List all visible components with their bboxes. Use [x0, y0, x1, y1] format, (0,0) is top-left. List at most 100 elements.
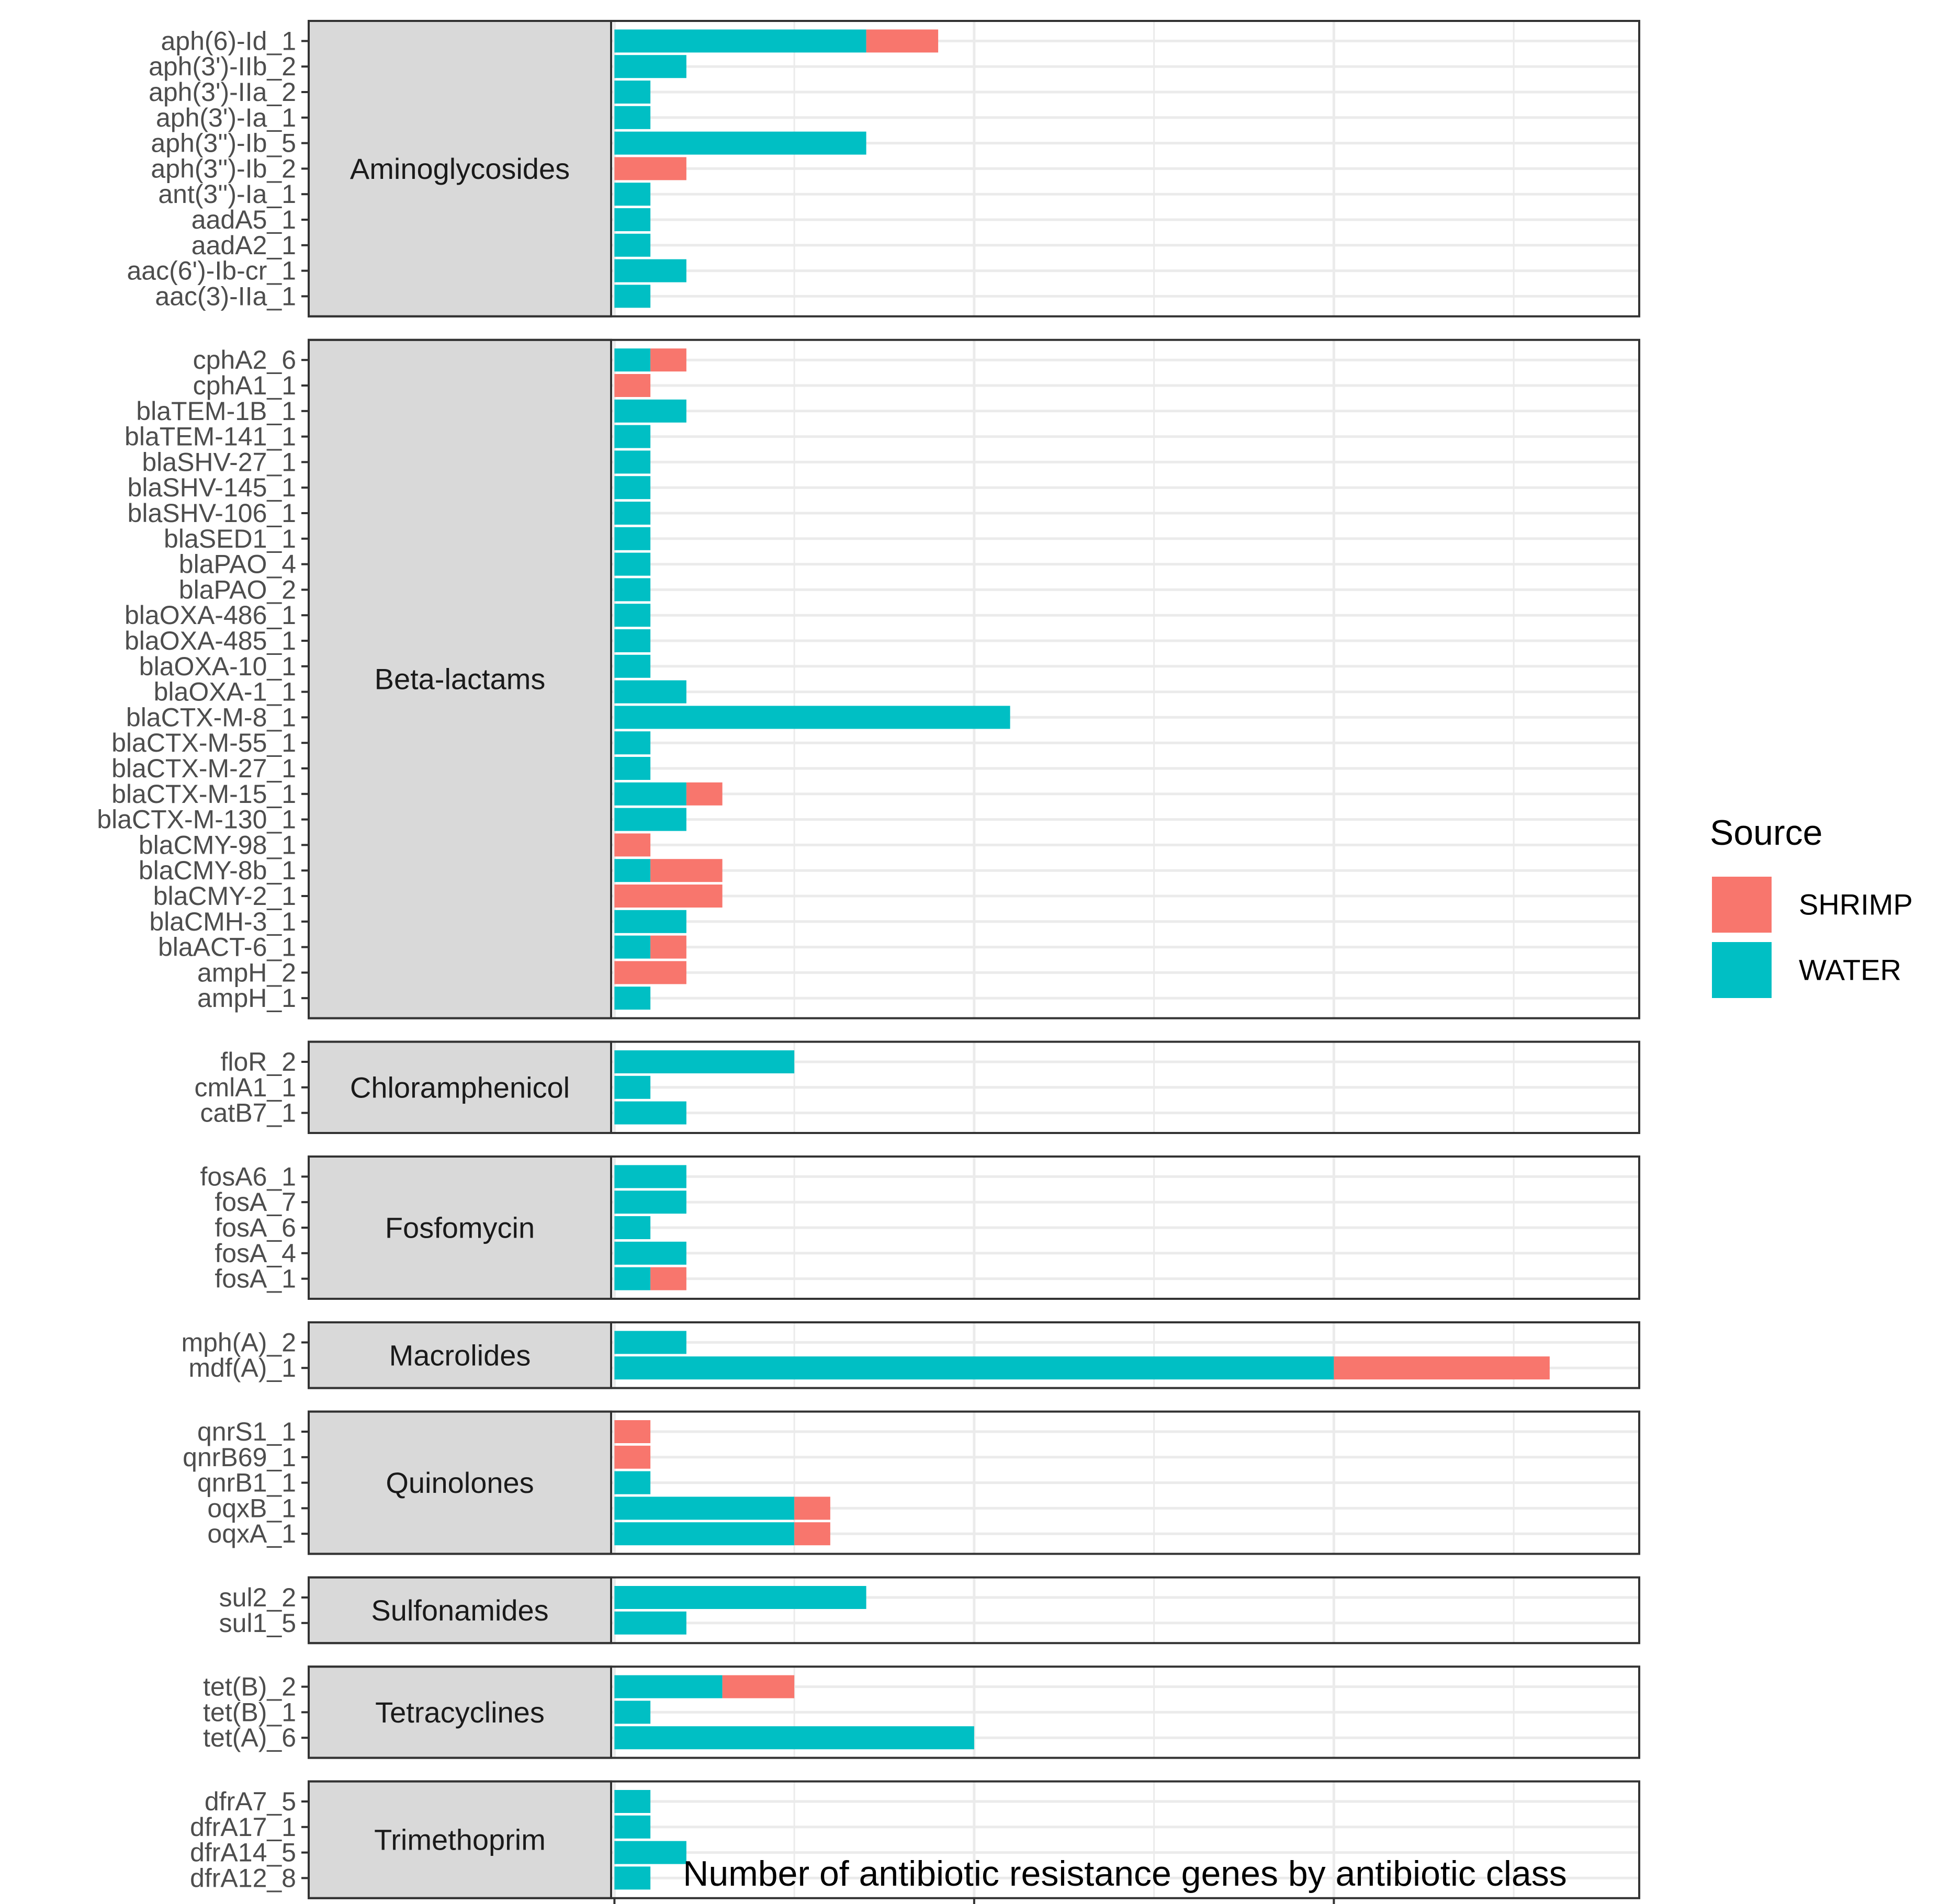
legend-key	[1712, 942, 1772, 998]
gene-label: blaCTX-M-15_1	[111, 779, 296, 809]
bar-water-fosA_4	[614, 1241, 686, 1265]
panel-border	[308, 1155, 1640, 1300]
panels-layer: aph(6)-Id_1aph(3')-IIb_2aph(3')-IIa_2aph…	[97, 20, 1640, 1899]
bar-water-aph(3')-IIa_2	[614, 81, 651, 104]
bar-shrimp-aph(6)-Id_1	[866, 29, 939, 53]
gene-label: blaOXA-10_1	[139, 652, 296, 681]
gene-label: oqxA_1	[207, 1519, 296, 1548]
panel-aminoglycosides: aph(6)-Id_1aph(3')-IIb_2aph(3')-IIa_2aph…	[127, 20, 1640, 318]
bar-water-blaCTX-M-130_1	[614, 808, 686, 831]
bar-water-blaOXA-486_1	[614, 604, 651, 627]
bar-shrimp-blaCMY-8b_1	[650, 859, 723, 882]
gene-label: ampH_2	[197, 958, 296, 987]
gene-label: blaPAO_4	[179, 550, 296, 579]
legend-items: SHRIMP WATER	[1710, 875, 1913, 1000]
bar-water-blaCMY-8b_1	[614, 859, 651, 882]
bar-water-blaOXA-1_1	[614, 680, 686, 704]
gene-label: mdf(A)_1	[188, 1353, 296, 1382]
legend-item-shrimp: SHRIMP	[1710, 875, 1913, 935]
gene-label: qnrB1_1	[197, 1468, 296, 1498]
gene-label: aadA2_1	[191, 231, 296, 260]
bar-water-aac(3)-IIa_1	[614, 285, 651, 308]
bar-water-blaSHV-145_1	[614, 476, 651, 500]
bar-water-blaSED1_1	[614, 527, 651, 550]
bar-shrimp-qnrS1_1	[614, 1420, 651, 1443]
gene-label: sul1_5	[219, 1608, 296, 1638]
x-axis: 01020	[613, 1898, 1335, 1904]
bar-shrimp-oqxA_1	[794, 1522, 830, 1546]
x-axis-title: Number of antibiotic resistance genes by…	[683, 1854, 1567, 1894]
bar-water-oqxB_1	[614, 1497, 795, 1520]
bar-water-mdf(A)_1	[614, 1356, 1334, 1380]
bar-shrimp-oqxB_1	[794, 1497, 830, 1520]
legend-key	[1712, 877, 1772, 933]
gene-label: blaOXA-1_1	[154, 677, 296, 707]
bar-water-floR_2	[614, 1050, 795, 1073]
bar-shrimp-cphA1_1	[614, 374, 651, 397]
bar-water-sul1_5	[614, 1611, 686, 1635]
bar-water-fosA_6	[614, 1216, 651, 1239]
gene-label: blaOXA-485_1	[125, 626, 296, 655]
gene-label: fosA_6	[215, 1213, 296, 1242]
bar-water-blaCTX-M-27_1	[614, 757, 651, 780]
bar-water-aph(6)-Id_1	[614, 29, 866, 53]
gene-label: dfrA7_5	[205, 1787, 296, 1816]
bar-water-blaCMH-3_1	[614, 910, 686, 933]
bar-water-fosA_7	[614, 1191, 686, 1214]
legend-title: Source	[1710, 813, 1822, 853]
gene-label: tet(A)_6	[203, 1723, 296, 1752]
bar-shrimp-mdf(A)_1	[1334, 1356, 1550, 1380]
gene-label: fosA_4	[215, 1239, 296, 1268]
bar-water-blaCTX-M-8_1	[614, 706, 1010, 729]
bar-water-aadA2_1	[614, 233, 651, 257]
facet-strip-label: Sulfonamides	[371, 1594, 548, 1627]
bar-shrimp-qnrB69_1	[614, 1445, 651, 1469]
bar-water-blaTEM-141_1	[614, 425, 651, 448]
gene-label: qnrB69_1	[183, 1443, 296, 1472]
bar-water-blaPAO_4	[614, 552, 651, 576]
gene-label: blaTEM-141_1	[125, 422, 296, 451]
legend: Source SHRIMP WATER	[1710, 813, 1913, 1000]
bar-water-qnrB1_1	[614, 1471, 651, 1494]
panel-border	[308, 1665, 1640, 1759]
bar-water-cmlA1_1	[614, 1075, 651, 1099]
facet-strip	[308, 1576, 612, 1645]
legend-item-water: WATER	[1710, 940, 1901, 1000]
gene-label: aadA5_1	[191, 205, 296, 234]
bar-water-sul2_2	[614, 1586, 866, 1609]
gene-label: blaSHV-27_1	[142, 447, 296, 477]
facet-strip-label: Beta-lactams	[375, 663, 546, 696]
gene-label: sul2_2	[219, 1583, 296, 1612]
bar-water-catB7_1	[614, 1101, 686, 1125]
gene-label: aph(6)-Id_1	[161, 26, 297, 55]
bar-water-fosA6_1	[614, 1165, 686, 1188]
gene-label: tet(B)_1	[203, 1697, 296, 1727]
facet-strip-label: Fosfomycin	[385, 1211, 535, 1244]
bar-water-cphA2_6	[614, 348, 651, 372]
gene-label: fosA_7	[215, 1187, 296, 1217]
bar-water-blaSHV-106_1	[614, 502, 651, 525]
gene-label: aph(3')-IIa_2	[149, 77, 296, 107]
gene-label: cphA1_1	[193, 371, 296, 400]
bar-shrimp-blaCTX-M-15_1	[686, 782, 723, 806]
bar-water-blaOXA-485_1	[614, 629, 651, 652]
gene-label: blaOXA-486_1	[125, 600, 296, 630]
bar-water-blaSHV-27_1	[614, 450, 651, 474]
gene-label: blaCMY-8b_1	[139, 856, 296, 885]
gene-label: ampH_1	[197, 983, 296, 1013]
bar-water-aph(3'')-Ib_5	[614, 131, 866, 155]
gene-label: catB7_1	[200, 1098, 296, 1128]
panel-border	[308, 20, 1640, 318]
gene-label: blaCTX-M-27_1	[111, 754, 296, 783]
gene-label: blaCMH-3_1	[149, 907, 296, 936]
gene-label: ant(3'')-Ia_1	[158, 179, 296, 209]
gene-label: blaCMY-98_1	[139, 830, 296, 859]
bar-shrimp-blaACT-6_1	[650, 935, 686, 959]
gene-label: dfrA12_8	[190, 1863, 296, 1892]
bar-water-blaCTX-M-15_1	[614, 782, 686, 806]
bar-water-oqxA_1	[614, 1522, 795, 1546]
panel-border	[308, 1410, 1640, 1555]
gene-label: aac(3)-IIa_1	[155, 281, 296, 311]
